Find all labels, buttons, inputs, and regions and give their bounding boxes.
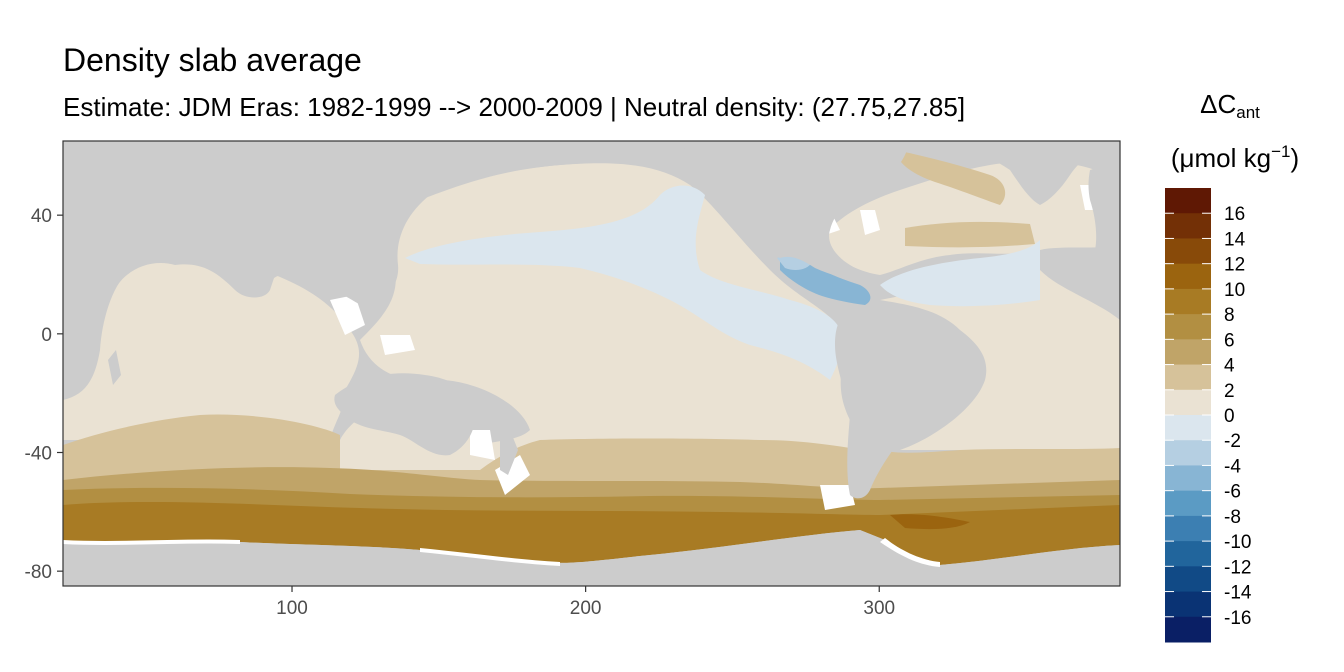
colorbar-label: 8 (1224, 305, 1235, 326)
region-pacific-negative-tongue (405, 185, 842, 380)
legend-colorbar: 16 14 12 10 8 6 4 2 0 -2 -4 -6 -8 -10 -12 -14 -16 (1165, 188, 1252, 643)
colorbar-segment (1165, 364, 1211, 391)
x-tick-label: 100 (276, 598, 308, 619)
land-africa (63, 141, 252, 400)
colorbar-segment (1165, 415, 1211, 441)
land-north-america (680, 141, 910, 285)
colorbar-segment (1165, 314, 1211, 340)
region-caribbean-negative (780, 258, 871, 305)
y-tick-label: 40 (31, 206, 52, 227)
region-labrador (895, 150, 1006, 205)
land-madagascar (108, 350, 121, 385)
colorbar-segment (1165, 541, 1211, 567)
colorbar-label: -16 (1224, 608, 1251, 629)
colorbar-segment (1165, 440, 1211, 466)
colorbar-segment (1165, 339, 1211, 366)
colorbar-segment (1165, 465, 1211, 492)
colorbar-label: -8 (1224, 507, 1241, 528)
colorbar-segment (1165, 616, 1211, 643)
band-so-deep (63, 501, 1120, 565)
colorbar-label: 6 (1224, 330, 1235, 351)
colorbar-label: 4 (1224, 356, 1235, 377)
land-south-america (835, 307, 956, 499)
colorbar-label: -10 (1224, 532, 1251, 553)
ocean-indian (63, 263, 360, 440)
legend-unit-sup: −1 (1271, 142, 1291, 161)
legend-title: ΔCant (1170, 88, 1290, 129)
region-north-atlantic-subpolar (905, 221, 1035, 248)
colorbar-label: -2 (1224, 431, 1241, 452)
colorbar-segment (1165, 566, 1211, 593)
y-tick-label: -80 (25, 562, 52, 583)
chart-title: Density slab average (63, 42, 362, 78)
colorbar-label: -6 (1224, 482, 1241, 503)
colorbar-label: -12 (1224, 557, 1251, 578)
colorbar-segment (1165, 591, 1211, 618)
land-new-zealand (500, 430, 518, 475)
legend-title-sub: ant (1236, 103, 1260, 122)
region-north-atlantic-negative (880, 240, 1040, 307)
colorbar-segment (1165, 288, 1211, 315)
land-australia (334, 373, 476, 456)
map-layer (63, 141, 1120, 586)
legend-unit-text: (μmol kg (1170, 143, 1272, 173)
band-so-darkest (890, 514, 970, 530)
colorbar-label: 14 (1224, 229, 1246, 250)
nodata-antarctic-shelf (63, 538, 940, 567)
land-europe (1087, 160, 1120, 315)
legend-title-main: ΔC (1200, 89, 1237, 119)
colorbar-label: -4 (1224, 456, 1241, 477)
colorbar-label: 16 (1224, 204, 1245, 225)
colorbar-label: 10 (1224, 280, 1245, 301)
legend-unit-close: ) (1290, 143, 1300, 173)
colorbar-segment (1165, 188, 1211, 214)
colorbar-segment (1165, 213, 1211, 239)
x-tick-label: 300 (863, 598, 895, 619)
colorbar-segment (1165, 238, 1211, 265)
colorbar-label: -14 (1224, 583, 1252, 604)
colorbar-segment (1165, 490, 1211, 517)
land-eurasia (190, 141, 690, 310)
colorbar-label: 2 (1224, 381, 1235, 402)
ocean-pacific (340, 163, 855, 470)
panel-border (62, 140, 1121, 587)
y-tick-label: -40 (25, 444, 52, 465)
colorbar-segment (1165, 263, 1211, 290)
land-greenland (960, 141, 1110, 205)
colorbar-segment (1165, 515, 1211, 542)
colorbar-label: 12 (1224, 255, 1245, 276)
colorbar-segment (1165, 389, 1211, 416)
ocean-atlantic-south (880, 258, 1120, 450)
colorbar-label: 0 (1224, 406, 1235, 427)
antarctica (63, 530, 1120, 586)
x-tick-label: 200 (570, 598, 602, 619)
legend-unit: (μmol kg−1) (1150, 136, 1320, 174)
y-tick-label: 0 (41, 325, 52, 346)
chart-subtitle: Estimate: JDM Eras: 1982-1999 --> 2000-2… (63, 92, 966, 122)
